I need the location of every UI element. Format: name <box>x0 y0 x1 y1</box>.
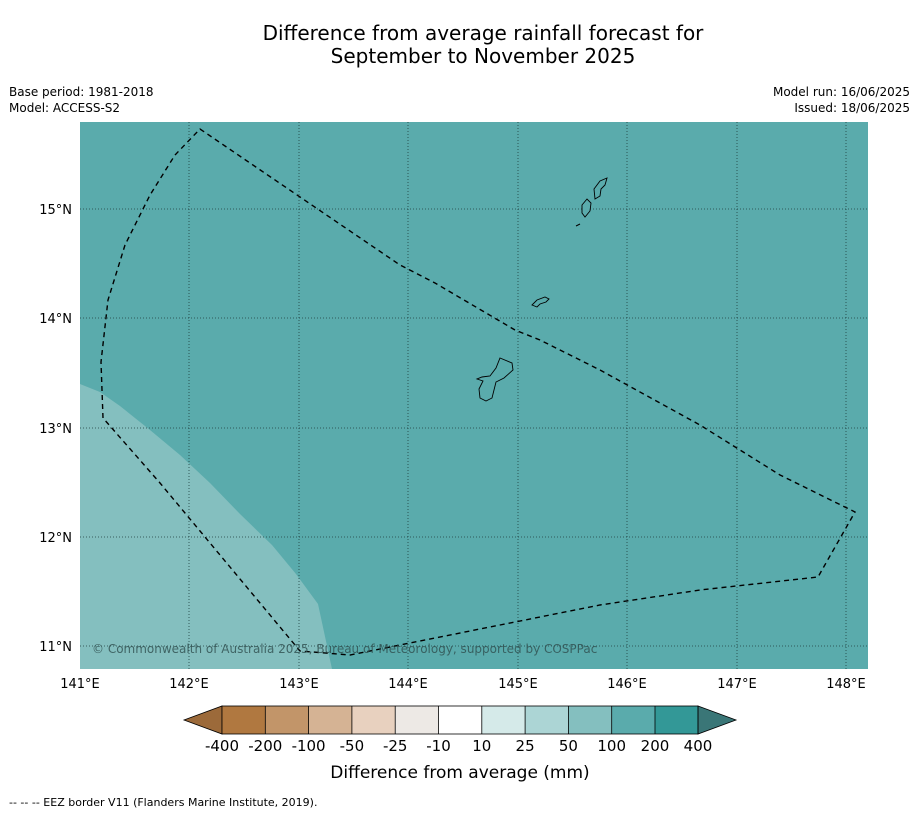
rota-island <box>531 296 550 308</box>
model-run: Model run: 16/06/2025 <box>772 85 910 99</box>
eez-footnote: -- -- -- EEZ border V11 (Flanders Marine… <box>9 796 318 809</box>
colorbar-tick: -10 <box>426 737 451 755</box>
lon-label: 141°E <box>60 677 100 692</box>
colorbar-swatch <box>611 706 655 734</box>
colorbar-tick: 100 <box>597 737 626 755</box>
colorbar-label: Difference from average (mm) <box>330 763 589 783</box>
colorbar-tick: -200 <box>248 737 282 755</box>
lat-label: 14°N <box>39 312 72 327</box>
colorbar-swatch <box>655 706 698 734</box>
title-line-1: Difference from average rainfall forecas… <box>262 21 704 45</box>
lat-labels: 15°N 14°N 13°N 12°N 11°N <box>39 203 72 655</box>
lon-label: 143°E <box>279 677 319 692</box>
colorbar-swatch <box>308 706 352 734</box>
colorbar-tick: 200 <box>641 737 670 755</box>
lon-label: 142°E <box>169 677 209 692</box>
eez-border <box>100 128 856 656</box>
colorbar-tick: 25 <box>516 737 535 755</box>
issued-date: Issued: 18/06/2025 <box>794 101 910 115</box>
aguijan-island <box>575 223 581 227</box>
colorbar-tick: -400 <box>205 737 239 755</box>
lon-label: 147°E <box>717 677 757 692</box>
colorbar-tick: -100 <box>292 737 326 755</box>
colorbar-swatch <box>222 706 266 734</box>
colorbar-tick: 10 <box>472 737 491 755</box>
guam-island <box>475 357 514 402</box>
colorbar-swatch <box>395 706 439 734</box>
lon-label: 146°E <box>607 677 647 692</box>
colorbar-swatch <box>568 706 612 734</box>
colorbar-tick: 400 <box>684 737 713 755</box>
lon-labels: 141°E 142°E 143°E 144°E 145°E 146°E 147°… <box>60 677 866 692</box>
base-period: Base period: 1981-2018 <box>9 85 154 99</box>
model-name: Model: ACCESS-S2 <box>9 101 121 115</box>
copyright-text: © Commonwealth of Australia 2025, Bureau… <box>92 642 597 656</box>
colorbar-tick: 50 <box>559 737 578 755</box>
colorbar-swatch <box>481 706 526 734</box>
colorbar-low-arrow <box>182 705 223 735</box>
colorbar-high-arrow <box>697 705 738 735</box>
saipan-island <box>593 177 608 200</box>
lat-label: 11°N <box>39 640 72 655</box>
colorbar-swatch <box>438 706 482 734</box>
colorbar-tick: -50 <box>340 737 365 755</box>
tinian-island <box>581 198 592 218</box>
lon-label: 144°E <box>388 677 428 692</box>
lat-label: 13°N <box>39 422 72 437</box>
colorbar-swatch <box>351 706 396 734</box>
colorbar-swatch <box>525 706 569 734</box>
title-line-2: September to November 2025 <box>330 44 636 68</box>
lon-label: 148°E <box>826 677 866 692</box>
lat-label: 12°N <box>39 531 72 546</box>
chart-title: Difference from average rainfall forecas… <box>0 22 919 68</box>
lon-label: 145°E <box>498 677 538 692</box>
meta-left: Base period: 1981-2018 Model: ACCESS-S2 <box>9 84 154 116</box>
colorbar-swatch <box>265 706 309 734</box>
meta-right: Model run: 16/06/2025 Issued: 18/06/2025 <box>773 84 910 116</box>
lat-label: 15°N <box>39 203 72 218</box>
rainfall-50-100-region <box>80 384 332 669</box>
graticule <box>80 122 868 669</box>
colorbar-tick: -25 <box>383 737 408 755</box>
colorbar: -400 -200 -100 -50 -25 -10 10 25 50 100 … <box>182 705 738 783</box>
